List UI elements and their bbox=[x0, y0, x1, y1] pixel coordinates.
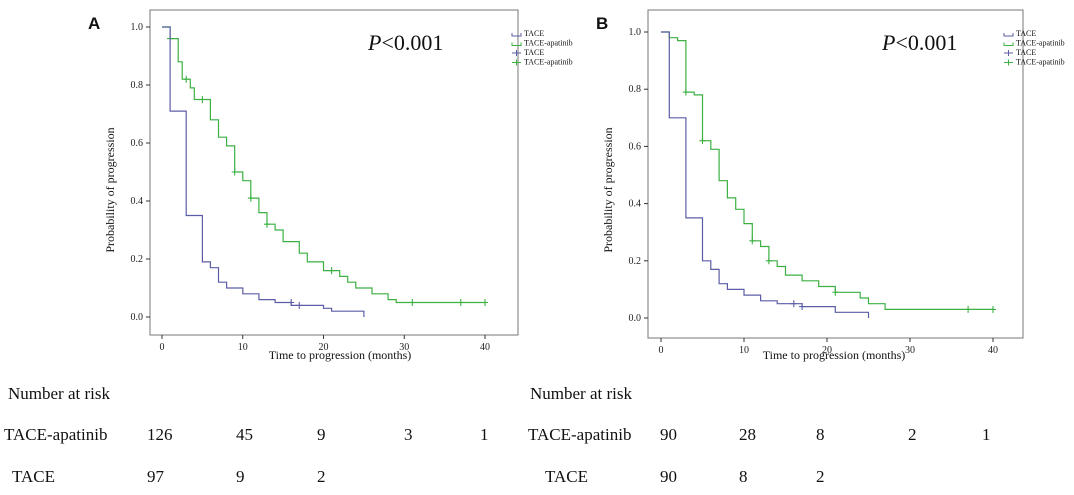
risk-value: 8 bbox=[739, 467, 748, 486]
km-chart-a: 0 10 20 30 400.00.20.40.60.81.0 TACETACE-apa… bbox=[103, 9, 573, 362]
y-tick-label: 0.8 bbox=[629, 84, 642, 95]
y-tick-label: 0.4 bbox=[131, 196, 144, 207]
risk-value: 8 bbox=[816, 425, 825, 444]
risk-value: 1 bbox=[982, 425, 991, 444]
risk-value: 1 bbox=[480, 425, 489, 444]
y-tick-label: 0.2 bbox=[131, 254, 144, 265]
x-tick-label: 20 bbox=[822, 345, 832, 356]
x-tick-label: 20 bbox=[319, 342, 329, 353]
y-tick-label: 0.6 bbox=[131, 138, 144, 149]
legend-swatch bbox=[511, 42, 522, 46]
risk-value: 126 bbox=[147, 425, 173, 444]
risk-value: 2 bbox=[908, 425, 917, 444]
x-axis-title: Time to progression (months) bbox=[269, 348, 412, 362]
censor-mark bbox=[699, 137, 706, 145]
plot-frame bbox=[647, 9, 1024, 339]
legend-label: TACE bbox=[1016, 48, 1036, 57]
y-axis-title: Probability of progression bbox=[103, 127, 117, 252]
x-tick-label: 40 bbox=[988, 345, 998, 356]
x-tick-label: 30 bbox=[399, 342, 409, 353]
risk-value: 9 bbox=[236, 467, 245, 486]
y-tick-label: 1.0 bbox=[131, 22, 144, 33]
risk-value: 28 bbox=[739, 425, 756, 444]
risk-value: 9 bbox=[317, 425, 326, 444]
risk-value: 97 bbox=[147, 467, 164, 486]
risk-value: 45 bbox=[236, 425, 253, 444]
censor-mark bbox=[288, 299, 295, 306]
censor-mark bbox=[457, 299, 464, 306]
legend-label: TACE-apatinib bbox=[524, 58, 573, 67]
risk-row-label: TACE bbox=[545, 467, 589, 486]
censor-mark bbox=[409, 299, 416, 306]
x-tick-label: 30 bbox=[905, 345, 915, 356]
p-value: P<0.001 bbox=[367, 30, 443, 55]
panel-a-letter: A bbox=[88, 14, 101, 33]
risk-title-b: Number at risk bbox=[530, 384, 632, 403]
censor-mark bbox=[247, 194, 254, 202]
censor-mark bbox=[765, 257, 772, 265]
x-axis-title: Time to progression (months) bbox=[763, 348, 906, 362]
risk-title-a: Number at risk bbox=[8, 384, 110, 403]
censor-mark bbox=[790, 300, 797, 308]
x-tick-label: 0 bbox=[659, 345, 664, 356]
risk-row-label: TACE bbox=[12, 467, 56, 486]
censor-mark bbox=[199, 96, 206, 103]
legend-swatch bbox=[512, 59, 521, 66]
legend-swatch bbox=[1004, 59, 1013, 66]
x-tick-label: 10 bbox=[739, 345, 749, 356]
y-tick-label: 1.0 bbox=[629, 27, 642, 38]
risk-value: 2 bbox=[317, 467, 326, 486]
legend-swatch bbox=[511, 33, 522, 37]
y-tick-label: 0.0 bbox=[629, 313, 642, 324]
y-tick-label: 0.0 bbox=[131, 312, 144, 323]
censor-mark bbox=[682, 88, 689, 96]
legend-swatch bbox=[1003, 33, 1014, 37]
legend-label: TACE-apatinib bbox=[1016, 39, 1065, 48]
risk-value: 90 bbox=[660, 425, 677, 444]
risk-row-label: TACE-apatinib bbox=[4, 425, 108, 444]
y-tick-label: 0.4 bbox=[629, 199, 642, 210]
legend-label: TACE-apatinib bbox=[1016, 58, 1065, 67]
y-tick-label: 0.6 bbox=[629, 141, 642, 152]
legend-swatch bbox=[1003, 42, 1014, 46]
panel-b-letter: B bbox=[596, 14, 609, 33]
risk-value: 3 bbox=[404, 425, 413, 444]
censor-mark bbox=[799, 303, 806, 311]
x-tick-label: 0 bbox=[160, 342, 165, 353]
censor-mark bbox=[231, 168, 238, 176]
legend-swatch bbox=[1004, 50, 1013, 56]
y-tick-label: 0.2 bbox=[629, 256, 642, 267]
legend-label: TACE bbox=[524, 29, 544, 38]
censor-mark bbox=[183, 75, 190, 83]
legend-label: TACE-apatinib bbox=[524, 39, 573, 48]
censor-mark bbox=[263, 220, 270, 228]
censor-mark bbox=[965, 305, 972, 313]
censor-mark bbox=[832, 288, 839, 296]
risk-row-label: TACE-apatinib bbox=[528, 425, 632, 444]
x-tick-label: 10 bbox=[238, 342, 248, 353]
legend-label: TACE bbox=[524, 48, 544, 57]
km-chart-b: 0 10 20 30 400.00.20.40.60.81.0 TACETACE-apa… bbox=[601, 9, 1065, 362]
risk-value: 90 bbox=[660, 467, 677, 486]
censor-mark bbox=[328, 267, 335, 275]
y-tick-label: 0.8 bbox=[131, 80, 144, 91]
series-line-tace bbox=[661, 31, 870, 318]
series-line-tace bbox=[162, 26, 365, 317]
series-line-tace-apatinib bbox=[162, 26, 485, 304]
plot-frame bbox=[149, 9, 519, 336]
risk-value: 2 bbox=[816, 467, 825, 486]
p-value: P<0.001 bbox=[881, 30, 957, 55]
x-tick-label: 40 bbox=[480, 342, 490, 353]
y-axis-title: Probability of progression bbox=[601, 127, 615, 252]
censor-mark bbox=[296, 301, 303, 309]
censor-mark bbox=[749, 237, 756, 245]
censor-mark bbox=[482, 299, 488, 306]
legend-label: TACE bbox=[1016, 29, 1036, 38]
censor-mark bbox=[990, 305, 996, 313]
legend-swatch bbox=[512, 50, 521, 56]
